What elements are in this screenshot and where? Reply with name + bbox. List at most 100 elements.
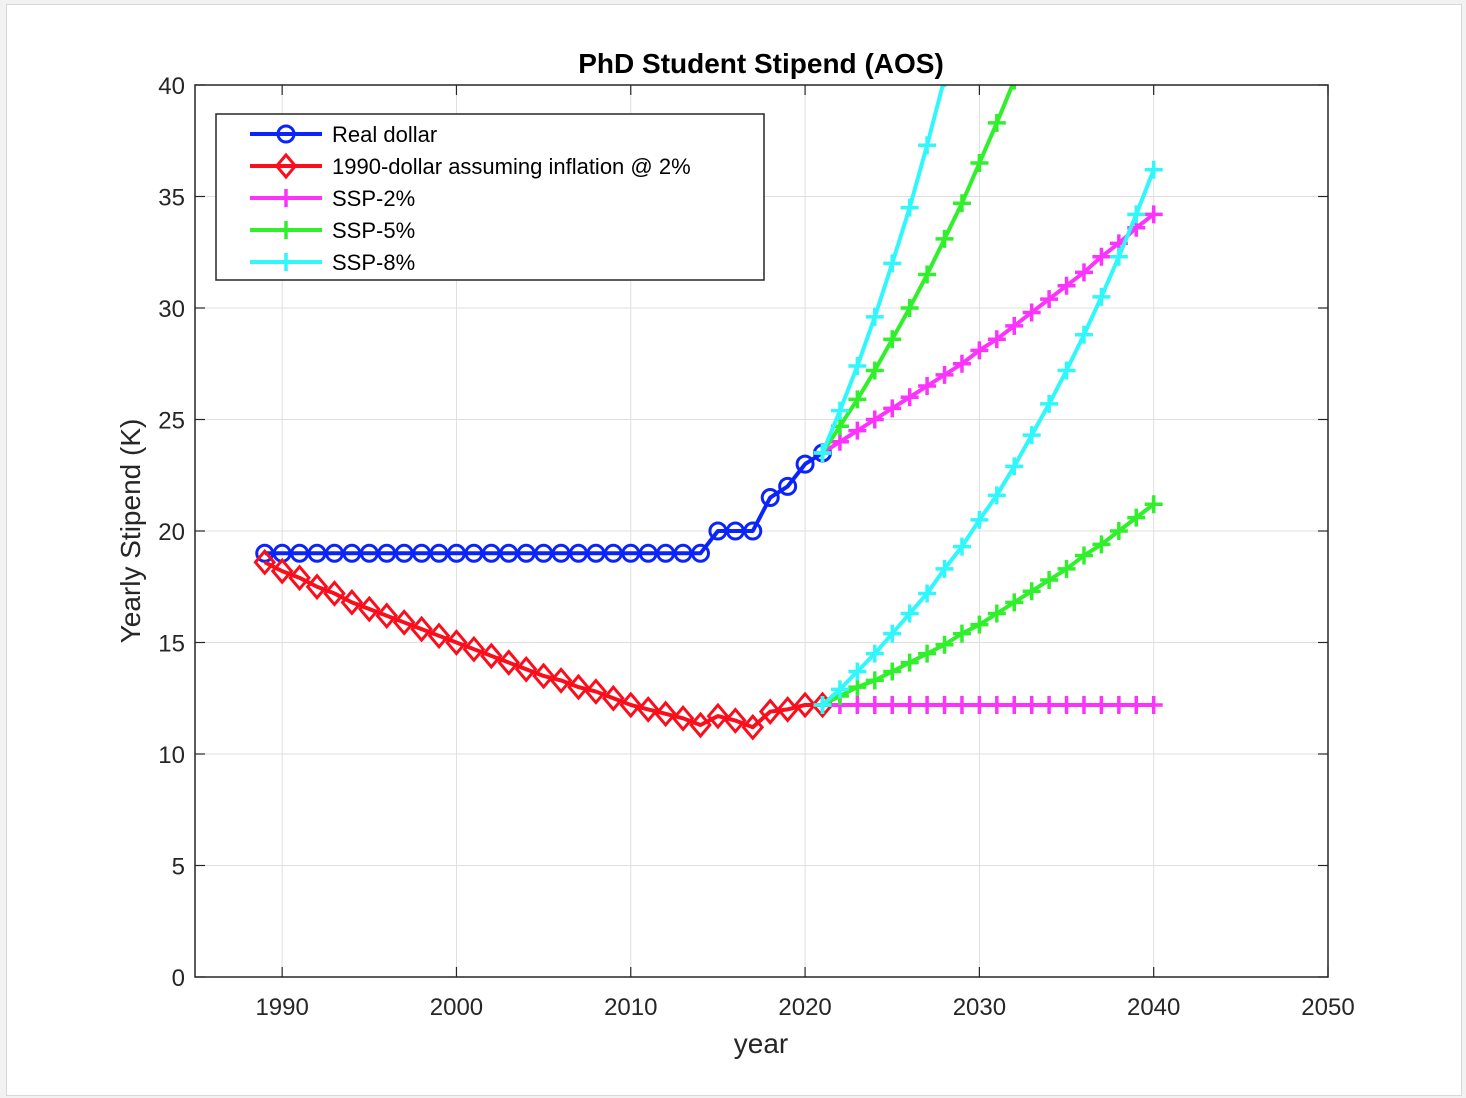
data-point	[760, 488, 780, 508]
data-point	[918, 695, 937, 714]
data-point	[1092, 535, 1111, 554]
data-point	[883, 624, 902, 643]
data-point	[758, 698, 782, 725]
data-point	[865, 671, 884, 690]
data-point	[865, 307, 884, 326]
data-point	[970, 695, 989, 714]
data-point	[253, 548, 277, 576]
data-point	[865, 410, 884, 429]
data-point	[584, 678, 608, 705]
data-point	[305, 573, 329, 601]
series-7	[813, 160, 1163, 714]
x-axis-label: year	[734, 1028, 788, 1059]
data-point	[987, 330, 1006, 349]
y-tick-label: 15	[158, 631, 185, 658]
data-point	[1144, 695, 1163, 714]
data-point	[1040, 571, 1059, 590]
data-point	[1144, 495, 1163, 514]
data-point	[987, 604, 1006, 623]
data-point	[1144, 205, 1163, 224]
series-line	[821, 169, 1156, 707]
data-point	[1144, 160, 1163, 179]
data-point	[918, 377, 937, 396]
data-point	[935, 559, 954, 578]
data-point	[619, 691, 643, 719]
data-point	[1092, 695, 1111, 714]
x-tick-label: 2020	[778, 994, 831, 1021]
data-point	[1127, 205, 1146, 224]
data-point	[918, 136, 937, 155]
series-0	[255, 443, 833, 563]
data-point	[987, 695, 1006, 714]
data-point	[1005, 316, 1024, 335]
data-point	[706, 702, 730, 730]
data-point	[532, 662, 555, 690]
data-point	[743, 521, 763, 541]
data-point	[1005, 593, 1024, 612]
data-point	[883, 254, 902, 273]
data-point	[987, 113, 1006, 132]
data-point	[1057, 361, 1076, 380]
legend-marker	[277, 189, 295, 207]
data-point	[813, 443, 832, 462]
data-point	[883, 399, 902, 418]
data-point	[848, 421, 867, 440]
data-point	[462, 635, 486, 663]
data-point	[1005, 695, 1024, 714]
data-point	[375, 602, 399, 630]
data-point	[724, 707, 747, 734]
x-tick-label: 2030	[953, 994, 1006, 1021]
data-point	[549, 667, 573, 694]
x-tick-label: 2010	[604, 994, 657, 1021]
data-point	[987, 486, 1006, 505]
data-point	[323, 580, 346, 607]
x-tick-label: 2000	[430, 994, 483, 1021]
data-point	[636, 696, 660, 723]
data-point	[480, 642, 503, 670]
data-point	[813, 695, 832, 714]
series-2	[813, 205, 1163, 462]
series-4	[813, 85, 947, 462]
data-point	[952, 624, 971, 643]
data-point	[883, 662, 902, 681]
series-line	[820, 85, 1015, 455]
series-3	[813, 85, 1016, 462]
data-point	[900, 299, 919, 317]
legend-marker	[274, 152, 298, 180]
data-point	[952, 537, 971, 556]
data-point	[288, 564, 311, 592]
x-tick-label: 2040	[1127, 994, 1180, 1021]
data-point	[1040, 394, 1059, 413]
data-point	[1092, 247, 1111, 266]
data-point	[340, 589, 364, 616]
legend-label: Real dollar	[332, 122, 437, 147]
data-point	[793, 691, 817, 719]
data-point	[1074, 695, 1093, 714]
legend-label: SSP-5%	[332, 218, 415, 243]
data-point	[848, 356, 867, 375]
data-point	[900, 695, 919, 714]
data-point	[900, 388, 919, 407]
data-point	[830, 432, 849, 451]
data-point	[935, 695, 954, 714]
data-point	[270, 557, 294, 585]
data-point	[1074, 325, 1093, 344]
data-point	[1022, 426, 1041, 445]
data-point	[1074, 546, 1093, 565]
data-point	[690, 543, 710, 563]
data-point	[1092, 287, 1111, 306]
data-point	[848, 390, 867, 409]
data-point	[1022, 303, 1041, 322]
data-point	[865, 644, 884, 663]
legend-marker	[277, 221, 295, 239]
series-line	[820, 85, 945, 454]
data-point	[865, 695, 884, 714]
data-point	[1127, 508, 1146, 527]
series-line	[264, 451, 824, 556]
data-point	[689, 711, 712, 739]
series-5	[813, 695, 1163, 714]
data-point	[918, 584, 937, 603]
data-point	[865, 361, 884, 380]
data-point	[848, 662, 867, 681]
